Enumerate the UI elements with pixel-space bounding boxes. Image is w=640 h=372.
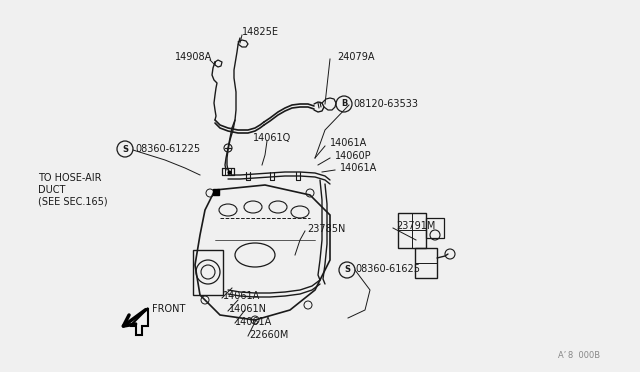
Text: 08360-61225: 08360-61225 <box>135 144 200 154</box>
Text: S: S <box>344 266 350 275</box>
Text: 14061A: 14061A <box>340 163 377 173</box>
Text: B: B <box>341 99 347 109</box>
Text: 14908A: 14908A <box>175 52 212 62</box>
Text: 23791M: 23791M <box>396 221 435 231</box>
Text: 24079A: 24079A <box>337 52 374 62</box>
Text: 23785N: 23785N <box>307 224 346 234</box>
Text: 14825E: 14825E <box>242 27 279 37</box>
Text: 14060P: 14060P <box>335 151 372 161</box>
Text: S: S <box>122 144 128 154</box>
Text: 14061A: 14061A <box>235 317 272 327</box>
Text: DUCT: DUCT <box>38 185 65 195</box>
Text: 08360-61625: 08360-61625 <box>355 264 420 274</box>
Text: 14061A: 14061A <box>330 138 367 148</box>
Text: TO HOSE-AIR: TO HOSE-AIR <box>38 173 102 183</box>
Text: (SEE SEC.165): (SEE SEC.165) <box>38 197 108 207</box>
Text: 14061N: 14061N <box>229 304 267 314</box>
Text: 22660M: 22660M <box>249 330 289 340</box>
Text: A’ 8  000B: A’ 8 000B <box>558 351 600 360</box>
Bar <box>426 218 444 238</box>
Text: FRONT: FRONT <box>152 304 186 314</box>
Text: 14061Q: 14061Q <box>253 133 291 143</box>
Text: 14061A: 14061A <box>223 291 260 301</box>
Bar <box>415 248 437 278</box>
Text: 08120-63533: 08120-63533 <box>353 99 418 109</box>
Bar <box>398 213 426 248</box>
